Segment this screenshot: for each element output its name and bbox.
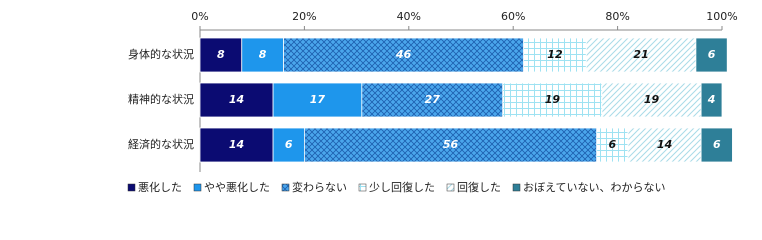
x-tick-label: 0%: [191, 10, 208, 23]
bar-segment: [361, 82, 504, 118]
value-label: 8: [259, 48, 267, 61]
bar-segment: [700, 127, 733, 163]
value-label: 8: [217, 48, 225, 61]
value-label: 19: [644, 93, 660, 106]
bar-segment: [199, 127, 274, 163]
value-label: 21: [633, 48, 648, 61]
category-label: 精神的な状況: [128, 92, 194, 106]
bar-segment: [601, 82, 702, 118]
bar-segment: [303, 127, 598, 163]
value-label: 14: [229, 93, 244, 106]
legend-swatch: [127, 183, 136, 192]
bar-segment: [199, 37, 243, 73]
x-tick-label: 80%: [605, 10, 629, 23]
bar-segment: [627, 127, 702, 163]
value-label: 6: [713, 138, 721, 151]
legend-label: おぼえていない、わからない: [523, 181, 665, 194]
legend-label: 少し回復した: [369, 181, 435, 194]
legend-swatch: [281, 183, 290, 192]
x-tick-label: 100%: [706, 10, 737, 23]
category-label: 身体的な状況: [128, 47, 194, 61]
value-label: 56: [443, 138, 459, 151]
value-label: 46: [395, 48, 412, 61]
value-label: 6: [285, 138, 293, 151]
category-label: 経済的な状況: [128, 137, 194, 151]
bar-segment: [272, 127, 305, 163]
bar-segment: [700, 82, 723, 118]
bar-segment: [695, 37, 728, 73]
legend-swatch: [358, 183, 367, 192]
legend-label: やや悪化した: [204, 180, 270, 194]
x-tick-label: 40%: [397, 10, 421, 23]
bar-segment: [241, 37, 284, 73]
legend-swatch: [446, 183, 455, 192]
legend-label: 回復した: [457, 181, 501, 194]
value-label: 12: [547, 48, 563, 61]
value-label: 14: [229, 138, 244, 151]
bar-segment: [596, 127, 629, 163]
legend-swatch: [512, 183, 521, 192]
value-label: 19: [545, 93, 561, 106]
value-label: 6: [609, 138, 617, 151]
bar-segment: [272, 82, 363, 118]
bar-segment: [199, 82, 274, 118]
legend-label: 変わらない: [292, 180, 347, 194]
legend-label: 悪化した: [138, 180, 182, 194]
value-label: 17: [310, 93, 326, 106]
value-label: 6: [708, 48, 716, 61]
value-label: 14: [657, 138, 672, 151]
value-label: 27: [425, 93, 441, 106]
x-tick-label: 20%: [292, 10, 316, 23]
x-tick-label: 60%: [501, 10, 525, 23]
legend-swatch: [193, 183, 202, 192]
value-label: 4: [707, 93, 716, 106]
